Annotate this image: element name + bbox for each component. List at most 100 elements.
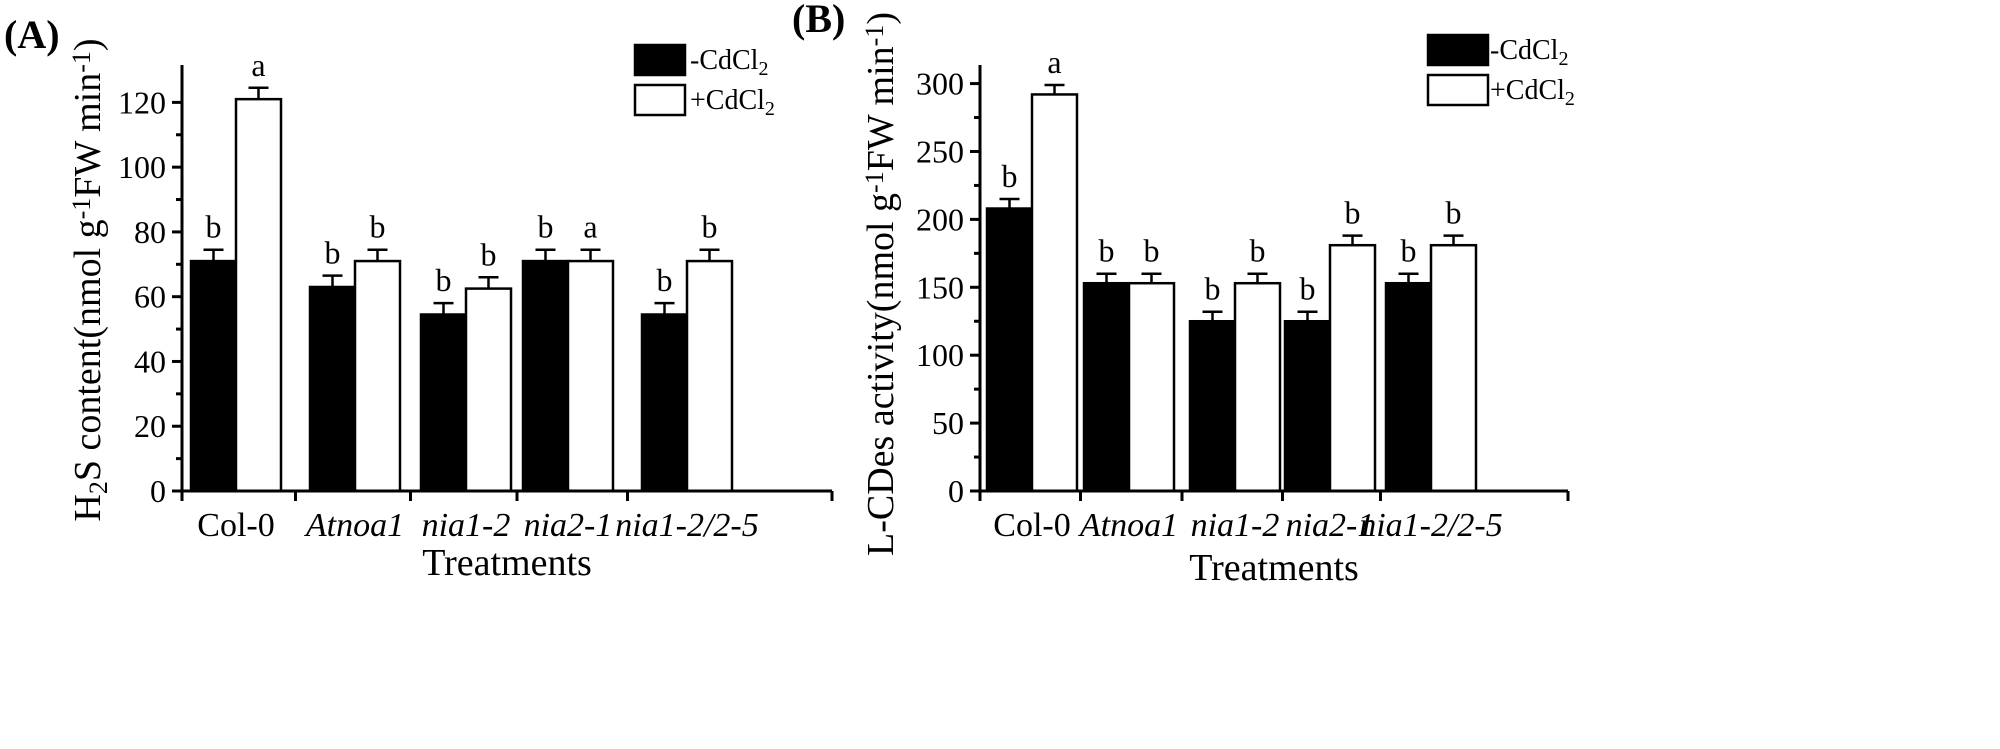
x-tick-label: nia1-2/2-5 — [615, 507, 759, 544]
significance-letter: b — [538, 209, 554, 245]
significance-letter: a — [1047, 44, 1061, 80]
y-tick-label: 0 — [150, 473, 166, 509]
y-axis-title-part: 2 — [84, 481, 113, 494]
bar-plus-cdcl2-5 — [1429, 243, 1478, 493]
bar-minus-cdcl2-4 — [521, 259, 570, 493]
error-bar — [248, 86, 269, 100]
significance-letter: a — [583, 209, 597, 245]
y-tick-label: 100 — [118, 149, 166, 185]
bar-plus-cdcl2-4 — [1328, 243, 1377, 493]
panel-label: (B) — [792, 0, 845, 41]
legend-label-plus: +CdCl2 — [690, 85, 775, 120]
bar-minus-cdcl2-2 — [1082, 281, 1131, 493]
bar-plus-cdcl2-5 — [685, 259, 734, 493]
y-tick-label: 50 — [932, 405, 964, 441]
error-bar — [1398, 272, 1419, 284]
y-tick-label: 0 — [948, 473, 964, 509]
x-tick-label: Col-0 — [197, 507, 274, 544]
legend-swatch-minus — [633, 43, 687, 77]
x-tick-label: nia1-2 — [1191, 507, 1280, 544]
significance-letter: b — [1401, 233, 1417, 269]
x-axis-title: Treatments — [422, 542, 592, 584]
significance-letter: b — [1144, 233, 1160, 269]
y-axis-title-part: L-CDes activity(nmol g — [860, 193, 902, 556]
x-axis-title: Treatments — [1189, 547, 1359, 589]
bar-minus-cdcl2-1 — [189, 259, 238, 493]
x-tick-label: nia2-1 — [1286, 507, 1375, 544]
error-bar — [1297, 310, 1318, 322]
bar-minus-cdcl2-3 — [419, 313, 468, 493]
error-bar — [1247, 272, 1268, 284]
bar-plus-cdcl2-3 — [464, 287, 513, 493]
error-bar — [580, 248, 601, 262]
y-tick-label: 80 — [134, 214, 166, 250]
significance-letter: b — [1002, 158, 1018, 194]
error-bar — [1141, 272, 1162, 284]
error-bar — [203, 248, 224, 262]
y-tick-label: 120 — [118, 84, 166, 120]
significance-letter: b — [325, 235, 341, 271]
significance-letter: b — [1205, 271, 1221, 307]
x-tick-label: nia1-2/2-5 — [1359, 507, 1503, 544]
error-bar — [367, 248, 388, 262]
y-tick-label: 20 — [134, 408, 166, 444]
legend-label-main: -CdCl — [690, 45, 759, 76]
error-bar — [654, 301, 675, 315]
legend-label-sub: 2 — [1558, 48, 1568, 70]
significance-letter: b — [481, 236, 497, 272]
bar-minus-cdcl2-2 — [308, 285, 357, 493]
significance-letter: b — [370, 209, 386, 245]
legend-label-main: +CdCl — [1490, 75, 1565, 106]
y-tick-label: 250 — [916, 133, 964, 169]
significance-letter: b — [1300, 271, 1316, 307]
significance-letter: b — [1446, 195, 1462, 231]
legend-swatch-plus — [1426, 73, 1490, 107]
legend-swatch-plus — [633, 83, 687, 117]
x-tick-label: Atnoa1 — [304, 507, 404, 544]
significance-letter: b — [1099, 233, 1115, 269]
legend-label-sub: 2 — [758, 58, 768, 80]
legend-label-main: +CdCl — [690, 85, 765, 116]
y-tick-label: 60 — [134, 279, 166, 315]
bar-plus-cdcl2-1 — [1030, 93, 1079, 493]
y-tick-label: 100 — [916, 337, 964, 373]
significance-letter: a — [251, 47, 265, 83]
y-axis-title-part: H — [67, 494, 109, 521]
y-axis-title-part: FW min — [860, 46, 902, 171]
y-axis-title-part: S content(nmol g — [67, 219, 109, 481]
x-tick-label: nia1-2 — [422, 507, 511, 544]
bar-plus-cdcl2-2 — [353, 259, 402, 493]
x-tick-label: nia2-1 — [524, 507, 613, 544]
error-bar — [1096, 272, 1117, 284]
bar-plus-cdcl2-1 — [234, 97, 283, 493]
significance-letter: b — [1345, 195, 1361, 231]
significance-letter: b — [206, 209, 222, 245]
legend-label-minus: -CdCl2 — [690, 45, 768, 80]
legend-label-sub: 2 — [1565, 88, 1575, 110]
y-axis-title-part: ) — [860, 12, 902, 25]
y-axis-title: L-CDes activity(nmol g-1FW min-1) — [860, 12, 902, 556]
bar-minus-cdcl2-4 — [1283, 319, 1332, 493]
bar-plus-cdcl2-4 — [566, 259, 615, 493]
error-bar — [699, 248, 720, 262]
significance-letter: b — [702, 209, 718, 245]
y-axis-title-part: -1 — [860, 25, 889, 47]
error-bar — [433, 301, 454, 315]
significance-letter: b — [1250, 233, 1266, 269]
significance-letter: b — [436, 262, 452, 298]
y-axis-title-part: ) — [67, 38, 109, 51]
error-bar — [1443, 234, 1464, 246]
x-tick-label: Col-0 — [993, 507, 1070, 544]
error-bar — [999, 197, 1020, 209]
y-axis-title: H2S content(nmol g-1FW min-1) — [67, 38, 113, 521]
y-tick-label: 300 — [916, 66, 964, 102]
x-tick-label: Atnoa1 — [1078, 507, 1178, 544]
error-bar — [1342, 234, 1363, 246]
legend-label-main: -CdCl — [1490, 35, 1559, 66]
bar-minus-cdcl2-5 — [1384, 281, 1433, 493]
legend-swatch-minus — [1426, 33, 1490, 67]
y-tick-label: 150 — [916, 269, 964, 305]
legend-label-minus: -CdCl2 — [1490, 35, 1568, 70]
